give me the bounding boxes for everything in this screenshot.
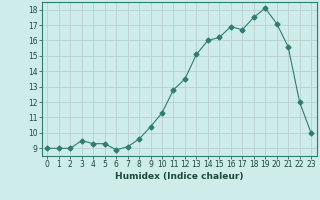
X-axis label: Humidex (Indice chaleur): Humidex (Indice chaleur) [115, 172, 244, 181]
